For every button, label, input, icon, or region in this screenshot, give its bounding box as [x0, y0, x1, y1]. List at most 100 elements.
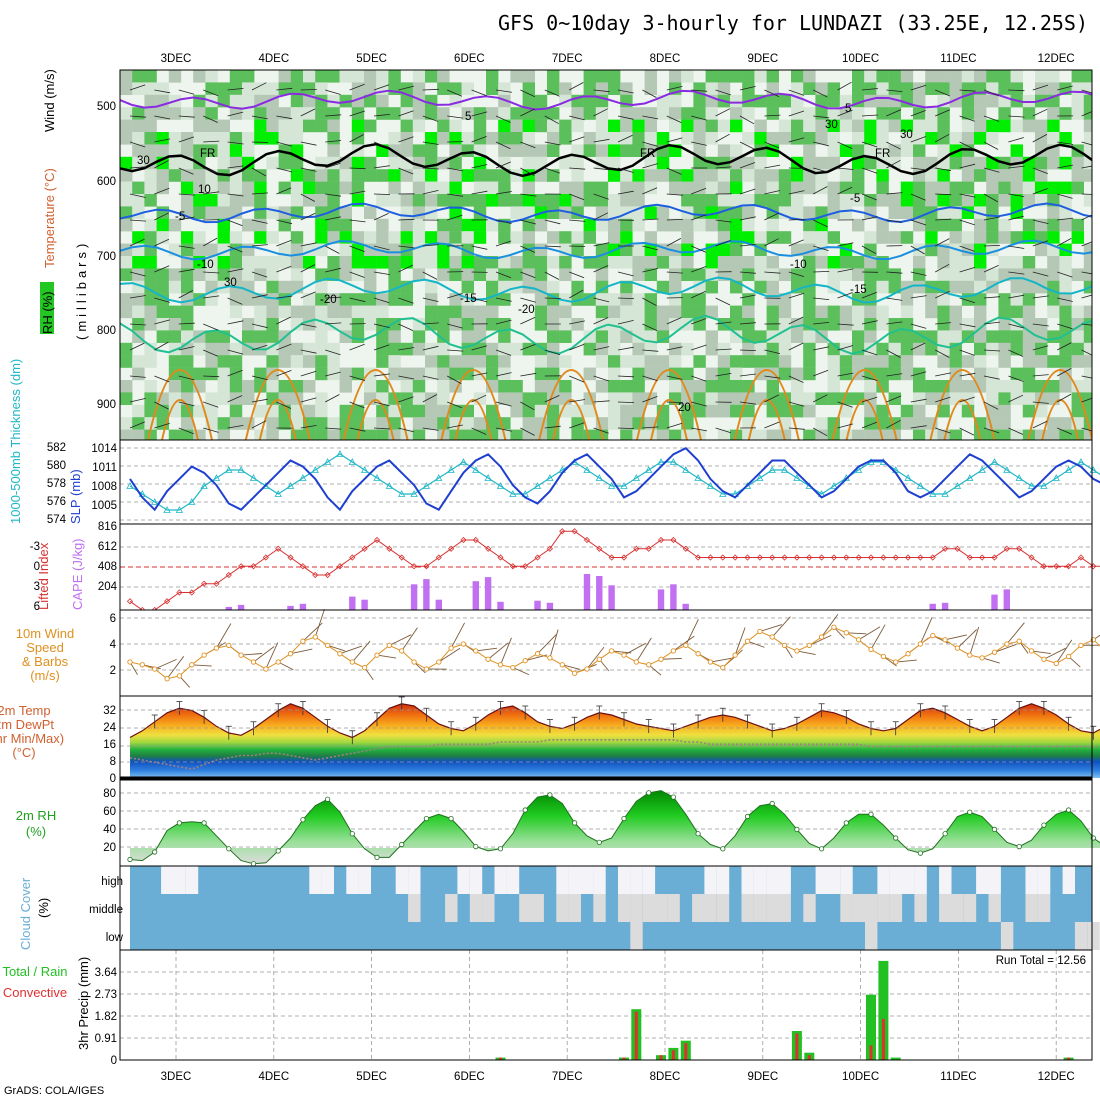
rh-cell	[1010, 367, 1023, 381]
rh-cell	[705, 404, 718, 418]
wind-barb	[886, 349, 901, 358]
wind-barb	[1032, 401, 1049, 404]
rh-cell	[876, 318, 889, 331]
rh-cell	[693, 194, 706, 207]
wind-barb	[739, 294, 756, 299]
rh-cell	[315, 330, 328, 343]
rh-cell	[412, 429, 426, 440]
cape-bar	[657, 589, 665, 610]
wind-barb	[910, 295, 927, 299]
rh-cell	[998, 70, 1011, 83]
rh-cell	[693, 305, 706, 319]
rh-cell	[766, 280, 779, 294]
rh-cell	[925, 231, 938, 244]
wind-barb	[349, 245, 365, 252]
li-marker	[373, 536, 381, 544]
wind-barb	[788, 137, 805, 143]
rh2m-marker	[374, 854, 380, 861]
li-marker	[238, 563, 245, 570]
wind-barb	[959, 372, 976, 377]
thickness-marker	[286, 482, 295, 489]
wind-barb	[691, 89, 708, 92]
wind10-marker	[436, 659, 442, 665]
rh-cell	[437, 355, 450, 368]
rh-cell	[364, 280, 377, 294]
rh-cell	[778, 318, 792, 331]
wind-barb	[691, 318, 707, 325]
rh-cell	[1083, 404, 1092, 418]
wind-barb	[300, 291, 316, 299]
rh-cell	[925, 218, 938, 232]
rh-cell	[205, 119, 218, 133]
rh-cell	[900, 82, 914, 95]
rh-cell	[559, 181, 572, 195]
rh-cell	[1047, 82, 1060, 95]
wind-barb	[837, 323, 854, 326]
li-marker	[781, 554, 788, 561]
thickness-axis-label: 1000-500mb Thickness (dm)	[8, 359, 23, 524]
wind10-marker	[658, 656, 664, 662]
rh-cell	[717, 367, 731, 381]
cloud-block	[704, 894, 717, 922]
cape-bar	[225, 606, 232, 610]
pressure-tick: 500	[97, 101, 116, 113]
cloud-level-label: middle	[89, 904, 123, 916]
temp2m-axis-line: (°C)	[12, 745, 35, 760]
wind-barb	[617, 271, 634, 277]
wind10-barb	[661, 657, 682, 660]
rh-cell	[571, 280, 584, 294]
rh-cell	[730, 181, 743, 195]
thickness-marker	[595, 474, 603, 481]
rh-cell	[327, 355, 340, 368]
wind10-barb	[623, 642, 646, 656]
rh-cell	[1071, 181, 1084, 195]
wind-barb	[251, 219, 268, 224]
rh-cell	[839, 367, 853, 381]
rh-cell	[742, 293, 755, 306]
rh-cell	[339, 380, 352, 393]
rh-cell	[486, 380, 499, 393]
rh-cell	[412, 206, 426, 219]
date-label-bottom: 5DEC	[356, 1071, 387, 1083]
rh-cell	[839, 94, 853, 108]
wind-barb	[983, 193, 999, 203]
rh-cell	[937, 404, 950, 418]
rh-cell	[290, 429, 304, 440]
li-marker	[596, 545, 603, 552]
date-label-top: 10DEC	[842, 53, 879, 65]
wind-barb	[837, 423, 854, 429]
wind10-marker	[275, 659, 281, 665]
wind-barb	[398, 347, 415, 351]
rh-cell	[364, 318, 377, 331]
rh-cell	[388, 417, 401, 430]
rh-cell	[510, 404, 523, 418]
rh-cell	[864, 330, 877, 343]
slp-tick: 1005	[91, 500, 117, 512]
rh-cell	[120, 293, 133, 306]
rh-cell	[486, 107, 499, 120]
rh-cell	[986, 218, 999, 232]
wind-barb	[788, 342, 804, 351]
thickness-marker	[990, 458, 999, 465]
rh-cell	[876, 305, 889, 319]
wind-barb	[935, 427, 951, 434]
wind10-barb	[438, 647, 461, 663]
rh-cell	[522, 218, 535, 232]
thickness-marker	[546, 474, 554, 481]
wind-barb	[251, 115, 268, 120]
thickness-marker	[151, 498, 159, 505]
rh-cell	[254, 231, 267, 244]
rh-cell	[559, 305, 572, 319]
wind-barb	[129, 271, 146, 277]
wind-barb	[300, 397, 317, 403]
rh-cell	[217, 380, 230, 393]
rh-cell	[290, 404, 304, 418]
rh-cell	[681, 119, 694, 133]
wind-barb	[593, 427, 609, 434]
rh-cell	[815, 256, 828, 269]
wind-barb	[1081, 89, 1092, 94]
wind-barb	[642, 89, 657, 98]
rh-cell	[925, 82, 938, 95]
rh-cell	[242, 181, 255, 195]
rh-cell	[388, 70, 401, 83]
